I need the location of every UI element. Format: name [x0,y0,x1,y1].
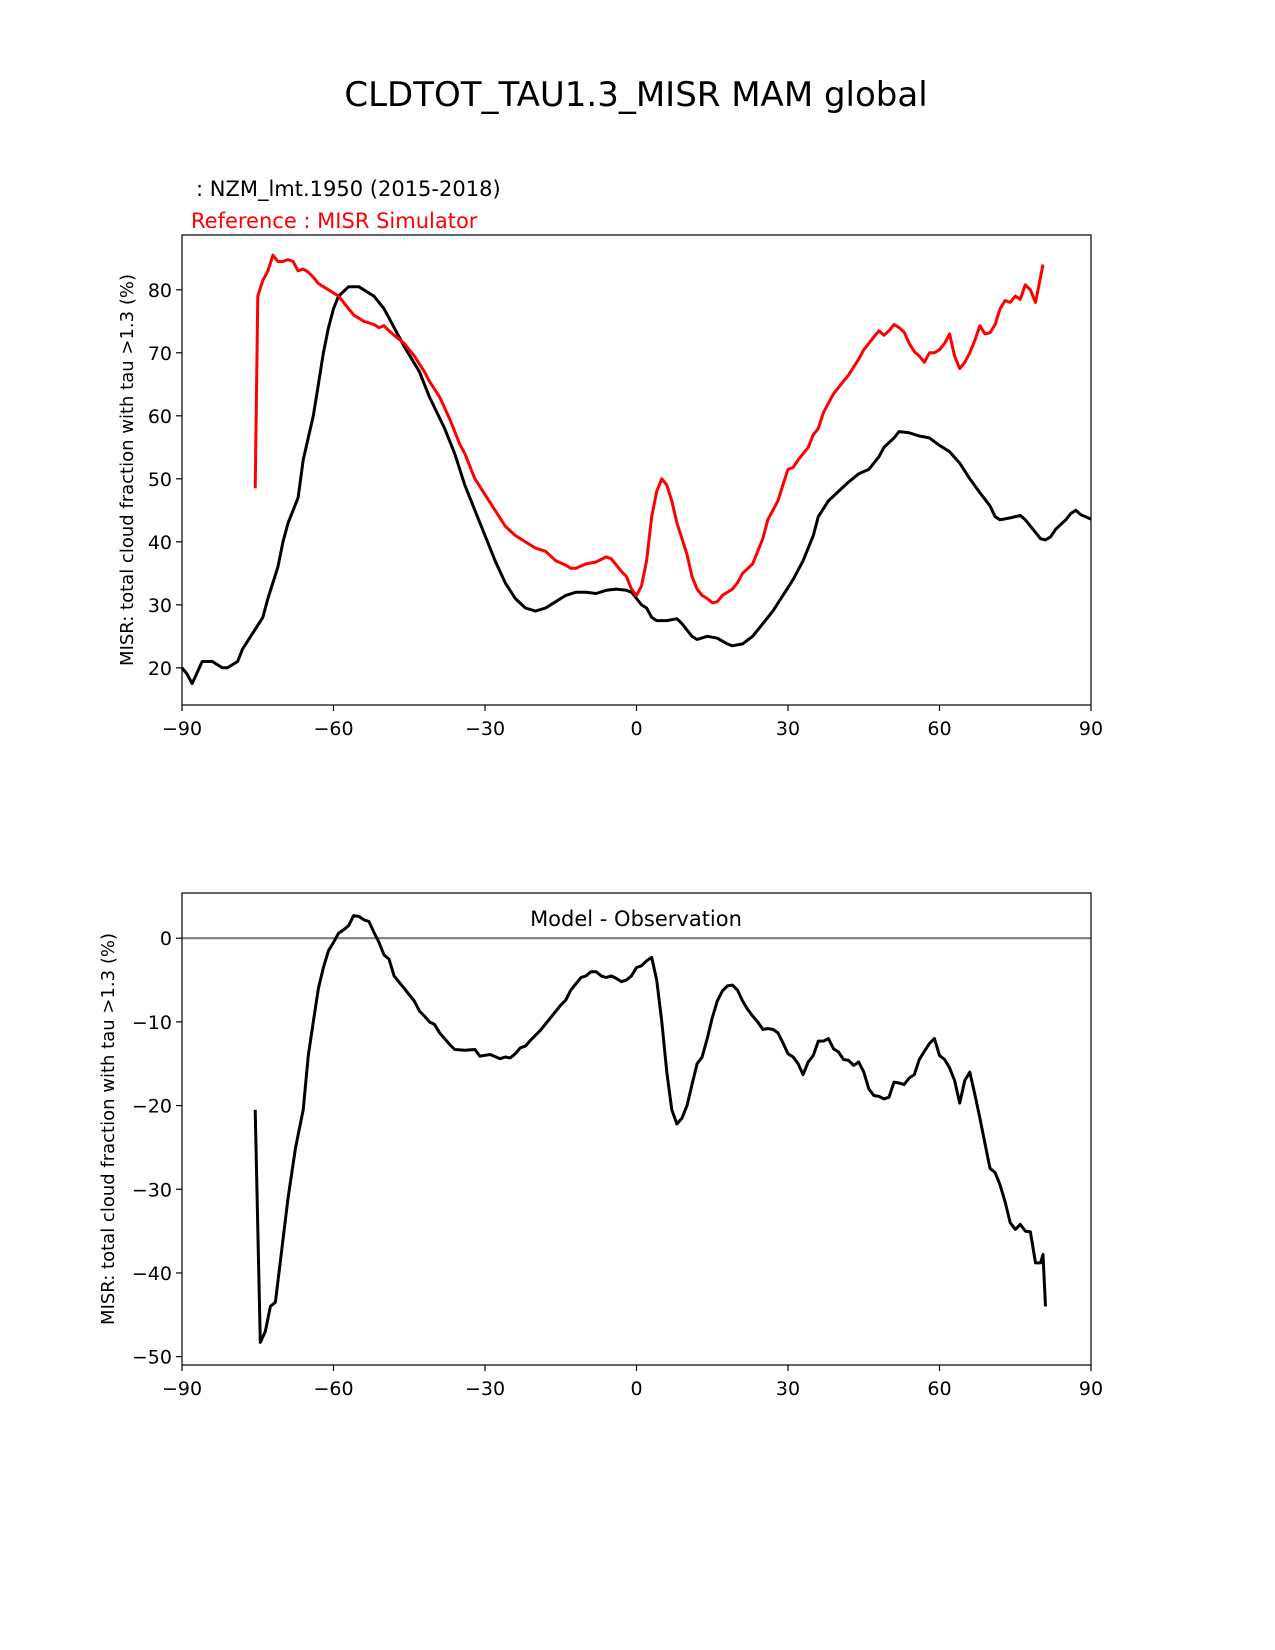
bottom-axes: −90 −60 −30 0 30 60 90 −50 −40 −30 −20 −10 0 [132,892,1103,1400]
x-tick-label: −90 [162,718,202,740]
y-tick-label: −20 [132,1096,172,1118]
y-tick-label: −10 [132,1012,172,1034]
x-tick-label: −60 [313,718,353,740]
subplot-title: Model - Observation [530,907,742,931]
series-line-nzm-lmt-1950-2015-2018- [180,285,1092,686]
y-tick-label: 50 [148,469,172,491]
y-tick-label: 20 [148,658,172,680]
axes-frame [181,234,1092,706]
y-axis-label-top: MISR: total cloud fraction with tau >1.3… [117,274,138,666]
axes-frame [181,892,1092,1366]
x-tick-label: 0 [630,1378,642,1400]
x-tick-label: −30 [465,1378,505,1400]
y-tick-label: 60 [148,406,172,428]
top-axes: −90 −60 −30 0 30 60 90 20 30 40 50 60 70 80 [148,234,1103,740]
y-axis-label-bottom: MISR: total cloud fraction with tau >1.3… [98,933,119,1325]
y-tick-label: 80 [148,280,172,302]
y-tick-label: −30 [132,1179,172,1201]
x-tick-label: 60 [927,718,951,740]
x-tick-label: 30 [776,1378,800,1400]
test-label: : NZM_lmt.1950 (2015-2018) [196,177,501,202]
y-tick-label: 40 [148,532,172,554]
x-tick-label: 0 [630,718,642,740]
series-line-misr-simulator [253,253,1045,605]
y-tick-label: 30 [148,595,172,617]
y-tick-label: −40 [132,1263,172,1285]
y-tick-label: −50 [132,1347,172,1369]
x-tick-label: 90 [1079,718,1103,740]
x-tick-label: 60 [927,1378,951,1400]
reference-label: Reference : MISR Simulator [191,209,478,233]
x-tick-label: −30 [465,718,505,740]
x-tick-label: 90 [1079,1378,1103,1400]
x-tick-label: −90 [162,1378,202,1400]
x-tick-label: 30 [776,718,800,740]
x-tick-label: −60 [313,1378,353,1400]
y-tick-label: 0 [160,928,172,950]
y-tick-label: 70 [148,343,172,365]
series-line-model-observation [253,914,1047,1344]
figure-title: CLDTOT_TAU1.3_MISR MAM global [344,75,927,115]
